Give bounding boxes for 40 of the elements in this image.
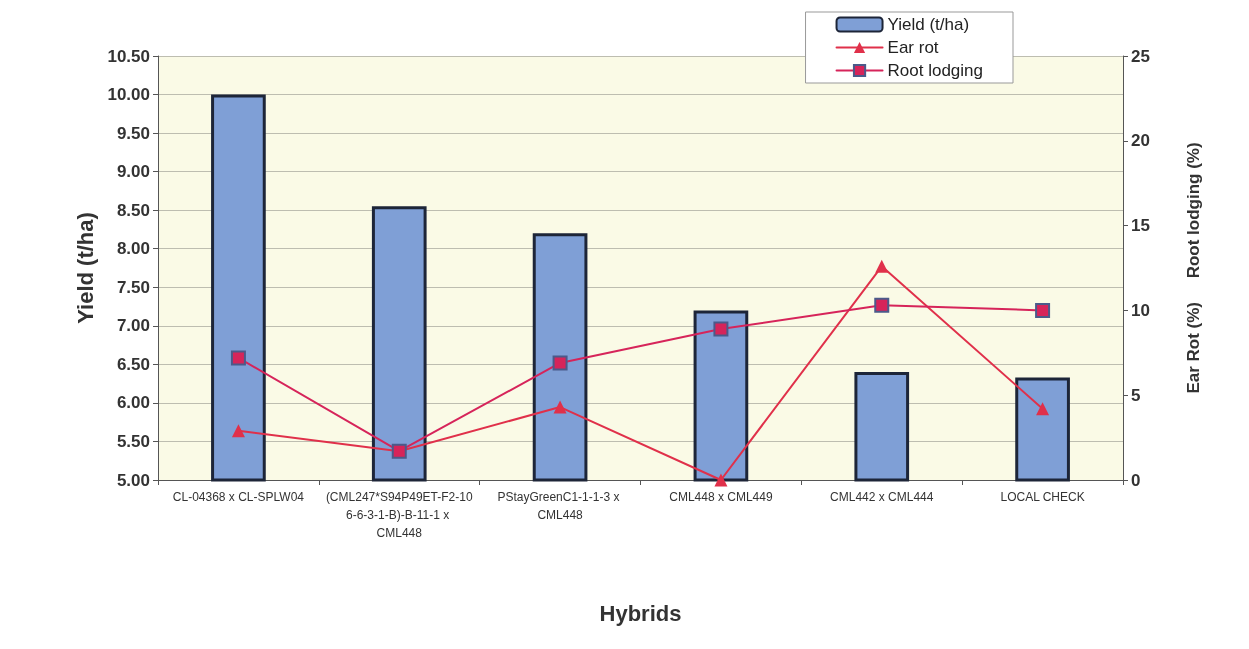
legend-label: Yield (t/ha) [887, 15, 970, 34]
y2-tick-label: 0 [1131, 470, 1141, 490]
y-tick-label: 8.00 [116, 239, 150, 259]
y2-tick-label: 20 [1131, 131, 1150, 151]
point [231, 424, 245, 438]
legend-label: Ear rot [887, 38, 939, 57]
point [552, 355, 568, 371]
y-tick-label: 10.50 [107, 46, 150, 66]
y-tick-label: 9.00 [116, 162, 150, 182]
legend-label: Root lodging [887, 61, 984, 80]
y-tick-label: 5.50 [116, 431, 150, 451]
y2-axis-title: Ear Rot (%) Root lodging (%) [1184, 142, 1203, 394]
y-tick-label: 7.50 [116, 277, 150, 297]
x-tick-label: LOCAL CHECK [1000, 490, 1085, 504]
x-tick-label: CML442 x CML444 [830, 490, 934, 504]
y-tick-label: 5.00 [116, 470, 150, 490]
point [553, 400, 567, 414]
y-tick-label: 7.00 [116, 316, 150, 336]
point [875, 259, 889, 273]
y-tick-label: 8.50 [116, 200, 150, 220]
y2-tick-label: 5 [1131, 385, 1141, 405]
point [230, 350, 246, 366]
y-tick-label: 10.00 [107, 85, 150, 105]
y2-tick-label: 15 [1131, 216, 1150, 236]
x-tick-label: CML448 x CML449 [669, 490, 773, 504]
x-tick-label: CL-04368 x CL-SPLW04 [172, 490, 305, 504]
x-tick-label: (CML247*S94P49ET-F2-106-6-3-1-B)-B-11-1 x CML448 [325, 490, 473, 540]
point [714, 473, 728, 487]
point [713, 321, 729, 337]
y-tick-label: 6.00 [116, 393, 150, 413]
y-tick-label: 6.50 [116, 354, 150, 374]
y-tick-label: 9.50 [116, 123, 150, 143]
point [1036, 402, 1050, 416]
x-axis-title: Hybrids [599, 600, 682, 626]
y2-tick-label: 25 [1131, 46, 1150, 66]
point [1035, 302, 1051, 318]
y2-tick-label: 10 [1131, 300, 1150, 320]
x-tick-label: PStayGreenC1-1-1-3 x CML448 [497, 490, 623, 522]
y-axis-title: Yield (t/ha) [72, 212, 98, 324]
point [874, 297, 890, 313]
